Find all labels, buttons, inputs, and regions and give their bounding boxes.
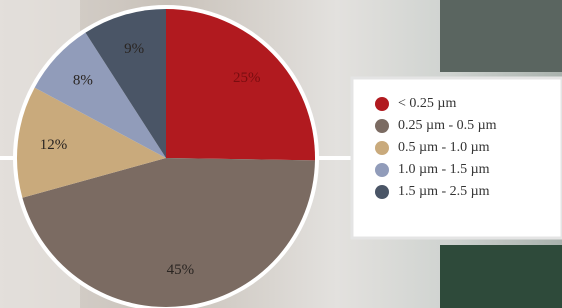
slice-label: 8% (73, 73, 93, 89)
legend-label: 0.25 µm - 0.5 µm (398, 118, 497, 133)
legend-marker (375, 163, 389, 177)
photo-patch (440, 0, 562, 72)
legend-label: < 0.25 µm (398, 96, 456, 111)
slice-label: 45% (167, 262, 195, 278)
photo-patch (440, 245, 562, 308)
legend-marker (375, 185, 389, 199)
legend-marker (375, 97, 389, 111)
slice-label: 25% (233, 70, 261, 86)
page: 25% 45% 12% 8% 9% < 0.25 µm 0.25 µm - 0.5 µm 0… (0, 0, 562, 308)
legend-label: 1.0 µm - 1.5 µm (398, 162, 490, 177)
legend-label: 0.5 µm - 1.0 µm (398, 140, 490, 155)
legend-marker (375, 141, 389, 155)
slice-label: 12% (40, 137, 68, 153)
chart: 25% 45% 12% 8% 9% < 0.25 µm 0.25 µm - 0.5 µm 0… (0, 0, 562, 308)
slice-label: 9% (124, 41, 144, 57)
legend-label: 1.5 µm - 2.5 µm (398, 184, 490, 199)
legend-marker (375, 119, 389, 133)
